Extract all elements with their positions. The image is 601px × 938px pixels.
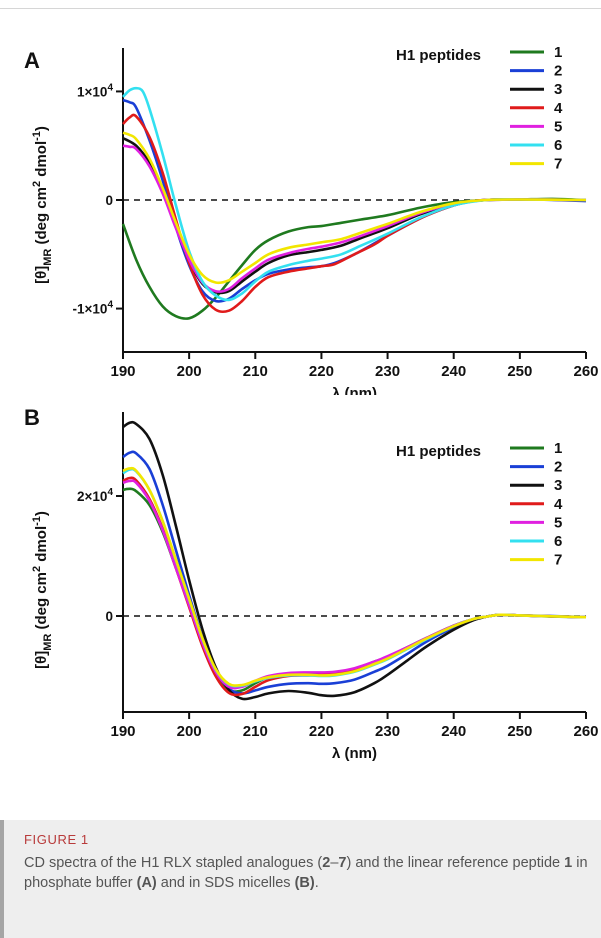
series-line-6: [122, 86, 587, 302]
legend-label: 4: [554, 496, 563, 513]
y-tick-label: 2×104: [77, 487, 113, 504]
x-tick-label: 250: [507, 363, 532, 380]
caption-part: 1: [564, 855, 573, 871]
x-tick-label: 210: [243, 363, 268, 380]
label-part: (deg cm: [33, 572, 50, 634]
x-tick-label: 230: [375, 723, 400, 740]
series-line-6: [122, 467, 587, 688]
x-tick-label: 220: [309, 723, 334, 740]
x-tick-label: 200: [177, 363, 202, 380]
label-part: 0: [105, 609, 113, 624]
series-line-2: [122, 450, 587, 695]
legend-label: 3: [554, 81, 562, 98]
series-line-7: [122, 466, 587, 687]
label-part: 4: [107, 487, 113, 498]
label-part: dmol: [33, 526, 50, 566]
y-tick-label: 0: [105, 609, 113, 624]
x-tick-label: 220: [309, 363, 334, 380]
label-part: 1×10: [77, 84, 107, 99]
caption-text: CD spectra of the H1 RLX stapled analogu…: [24, 853, 589, 893]
caption-part: –: [330, 855, 339, 871]
legend-label: 6: [554, 533, 562, 550]
legend-label: 2: [554, 63, 562, 80]
label-part: -1: [31, 131, 43, 141]
label-part: ): [33, 511, 50, 516]
x-tick-label: 190: [110, 723, 135, 740]
x-axis-label: λ (nm): [332, 745, 377, 762]
x-tick-label: 200: [177, 723, 202, 740]
legend-label: 2: [554, 459, 562, 476]
label-part: 2: [31, 566, 43, 572]
y-axis-label: [θ]MR (deg cm2 dmol-1): [31, 511, 54, 669]
label-part: -1×10: [73, 302, 108, 317]
caption-part: and in SDS micelles: [156, 875, 295, 891]
x-tick-label: 250: [507, 723, 532, 740]
label-part: -1: [31, 516, 43, 526]
x-tick-label: 260: [573, 363, 598, 380]
label-part: 4: [107, 82, 113, 93]
label-part: 4: [107, 300, 113, 311]
series-line-5: [122, 479, 587, 690]
y-tick-label: 0: [105, 193, 113, 208]
series-line-4: [122, 476, 587, 697]
series-line-3: [122, 420, 587, 701]
x-axis-label: λ (nm): [332, 385, 377, 395]
caption-part: in phosphate buffer: [24, 855, 588, 891]
label-part: dmol: [33, 141, 50, 181]
x-tick-label: 240: [441, 363, 466, 380]
legend-label: 7: [554, 552, 562, 569]
legend-title: H1 peptides: [396, 443, 481, 460]
label-part: [θ]: [33, 266, 50, 284]
y-axis-label: [θ]MR (deg cm2 dmol-1): [31, 126, 54, 284]
caption-accent-bar: [0, 820, 4, 938]
caption-part: (B): [294, 875, 315, 891]
x-tick-label: 260: [573, 723, 598, 740]
legend-label: 6: [554, 137, 562, 154]
caption-part: CD spectra of the H1 RLX stapled analogu…: [24, 855, 323, 871]
x-tick-label: 230: [375, 363, 400, 380]
y-axis-label-group: [θ]MR (deg cm2 dmol-1): [31, 511, 54, 669]
caption-part: 7: [338, 855, 347, 871]
caption-part: .: [314, 875, 319, 891]
legend-label: 5: [554, 118, 562, 135]
legend-label: 4: [554, 100, 563, 117]
caption-part: (A): [136, 875, 157, 891]
panel-label: A: [24, 48, 40, 73]
legend-title: H1 peptides: [396, 47, 481, 64]
legend-label: 7: [554, 156, 562, 173]
x-tick-label: 240: [441, 723, 466, 740]
top-divider: [0, 8, 601, 9]
legend-label: 5: [554, 514, 562, 531]
caption-part: ) and the linear reference peptide: [346, 855, 565, 871]
y-axis-label-group: [θ]MR (deg cm2 dmol-1): [31, 126, 54, 284]
label-part: 0: [105, 193, 113, 208]
caption-part: 2: [322, 855, 331, 871]
y-tick-label: 1×104: [77, 82, 113, 99]
y-tick-label: -1×104: [73, 300, 114, 317]
label-part: (deg cm: [33, 187, 50, 249]
panel-label: B: [24, 405, 40, 430]
legend-label: 1: [554, 440, 562, 457]
figure-caption: FIGURE 1 CD spectra of the H1 RLX staple…: [0, 820, 601, 938]
figure-label: FIGURE 1: [24, 832, 89, 847]
legend-label: 3: [554, 477, 562, 494]
legend-label: 1: [554, 44, 562, 61]
label-part: MR: [42, 634, 54, 651]
label-part: MR: [42, 249, 54, 266]
x-tick-label: 190: [110, 363, 135, 380]
label-part: ): [33, 126, 50, 131]
label-part: 2×10: [77, 489, 107, 504]
series-line-7: [122, 131, 587, 285]
x-tick-label: 210: [243, 723, 268, 740]
label-part: 2: [31, 181, 43, 187]
label-part: [θ]: [33, 651, 50, 669]
